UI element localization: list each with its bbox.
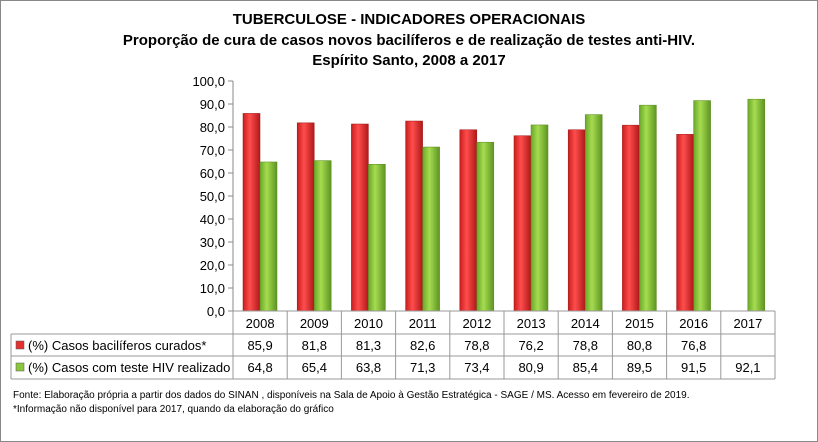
legend-swatch-0 (15, 340, 25, 350)
data-label: 92,1 (735, 360, 760, 375)
bar-cured-2013 (513, 135, 532, 312)
chart-subtitle-2: Espírito Santo, 2008 a 2017 (312, 52, 506, 69)
data-label: 73,4 (464, 360, 489, 375)
bar-cured-2015 (622, 124, 640, 312)
x-category-label: 2015 (625, 316, 654, 331)
x-category-label: 2017 (733, 316, 762, 331)
bar-hiv-2008 (259, 161, 278, 312)
y-tick-label: 30,0 (200, 235, 225, 250)
footnote-2017: *Informação não disponível para 2017, qu… (13, 404, 334, 415)
legend-label-0: (%) Casos bacilíferos curados* (28, 338, 206, 353)
bar-hiv-2017 (747, 98, 766, 312)
x-category-label: 2012 (462, 316, 491, 331)
data-label: 85,4 (573, 360, 598, 375)
chart-subtitle-1: Proporção de cura de casos novos bacilíf… (122, 32, 696, 49)
bar-hiv-2009 (313, 160, 332, 312)
y-tick-label: 10,0 (200, 281, 225, 296)
x-category-label: 2008 (246, 316, 275, 331)
y-tick-label: 80,0 (200, 120, 225, 135)
data-label: 78,8 (573, 338, 598, 353)
x-category-label: 2009 (300, 316, 329, 331)
data-label: 78,8 (464, 338, 489, 353)
bar-cured-2014 (567, 129, 586, 312)
y-tick-label: 90,0 (200, 97, 225, 112)
data-label: 76,8 (681, 338, 706, 353)
data-label: 81,3 (356, 338, 381, 353)
bar-cured-2010 (351, 123, 369, 312)
bar-hiv-2016 (693, 100, 711, 312)
y-tick-label: 60,0 (200, 166, 225, 181)
bar-hiv-2013 (530, 124, 549, 312)
bar-hiv-2011 (422, 146, 440, 312)
bar-hiv-2010 (368, 164, 386, 312)
y-tick-label: 20,0 (200, 258, 225, 273)
chart-title: TUBERCULOSE - INDICADORES OPERACIONAIS (232, 11, 586, 28)
x-category-label: 2010 (354, 316, 383, 331)
x-category-label: 2011 (409, 316, 437, 331)
bar-cured-2012 (459, 129, 478, 312)
data-label: 89,5 (627, 360, 652, 375)
y-tick-label: 70,0 (200, 143, 225, 158)
data-label: 64,8 (247, 360, 272, 375)
bar-hiv-2014 (584, 114, 603, 312)
x-category-label: 2013 (517, 316, 546, 331)
data-label: 71,3 (410, 360, 435, 375)
bar-hiv-2012 (476, 141, 495, 312)
data-label: 65,4 (302, 360, 327, 375)
bar-cured-2011 (405, 120, 423, 312)
y-tick-label: 0,0 (207, 304, 225, 319)
legend-label-1: (%) Casos com teste HIV realizado (28, 360, 230, 375)
y-tick-label: 40,0 (200, 212, 225, 227)
footnote-source: Fonte: Elaboração própria a partir dos d… (13, 390, 690, 401)
data-label: 80,9 (518, 360, 543, 375)
y-tick-label: 100,0 (192, 74, 225, 89)
y-tick-label: 50,0 (200, 189, 225, 204)
x-category-label: 2014 (571, 316, 600, 331)
data-label: 82,6 (410, 338, 435, 353)
legend-swatch-1 (15, 362, 25, 372)
data-label: 91,5 (681, 360, 706, 375)
data-label: 80,8 (627, 338, 652, 353)
data-label: 63,8 (356, 360, 381, 375)
bar-cured-2008 (242, 113, 261, 312)
data-label: 81,8 (302, 338, 327, 353)
bar-cured-2009 (296, 122, 315, 312)
bar-hiv-2015 (639, 104, 657, 312)
data-label: 76,2 (518, 338, 543, 353)
bar-cured-2016 (676, 134, 694, 312)
x-category-label: 2016 (679, 316, 708, 331)
data-label: 85,9 (247, 338, 272, 353)
